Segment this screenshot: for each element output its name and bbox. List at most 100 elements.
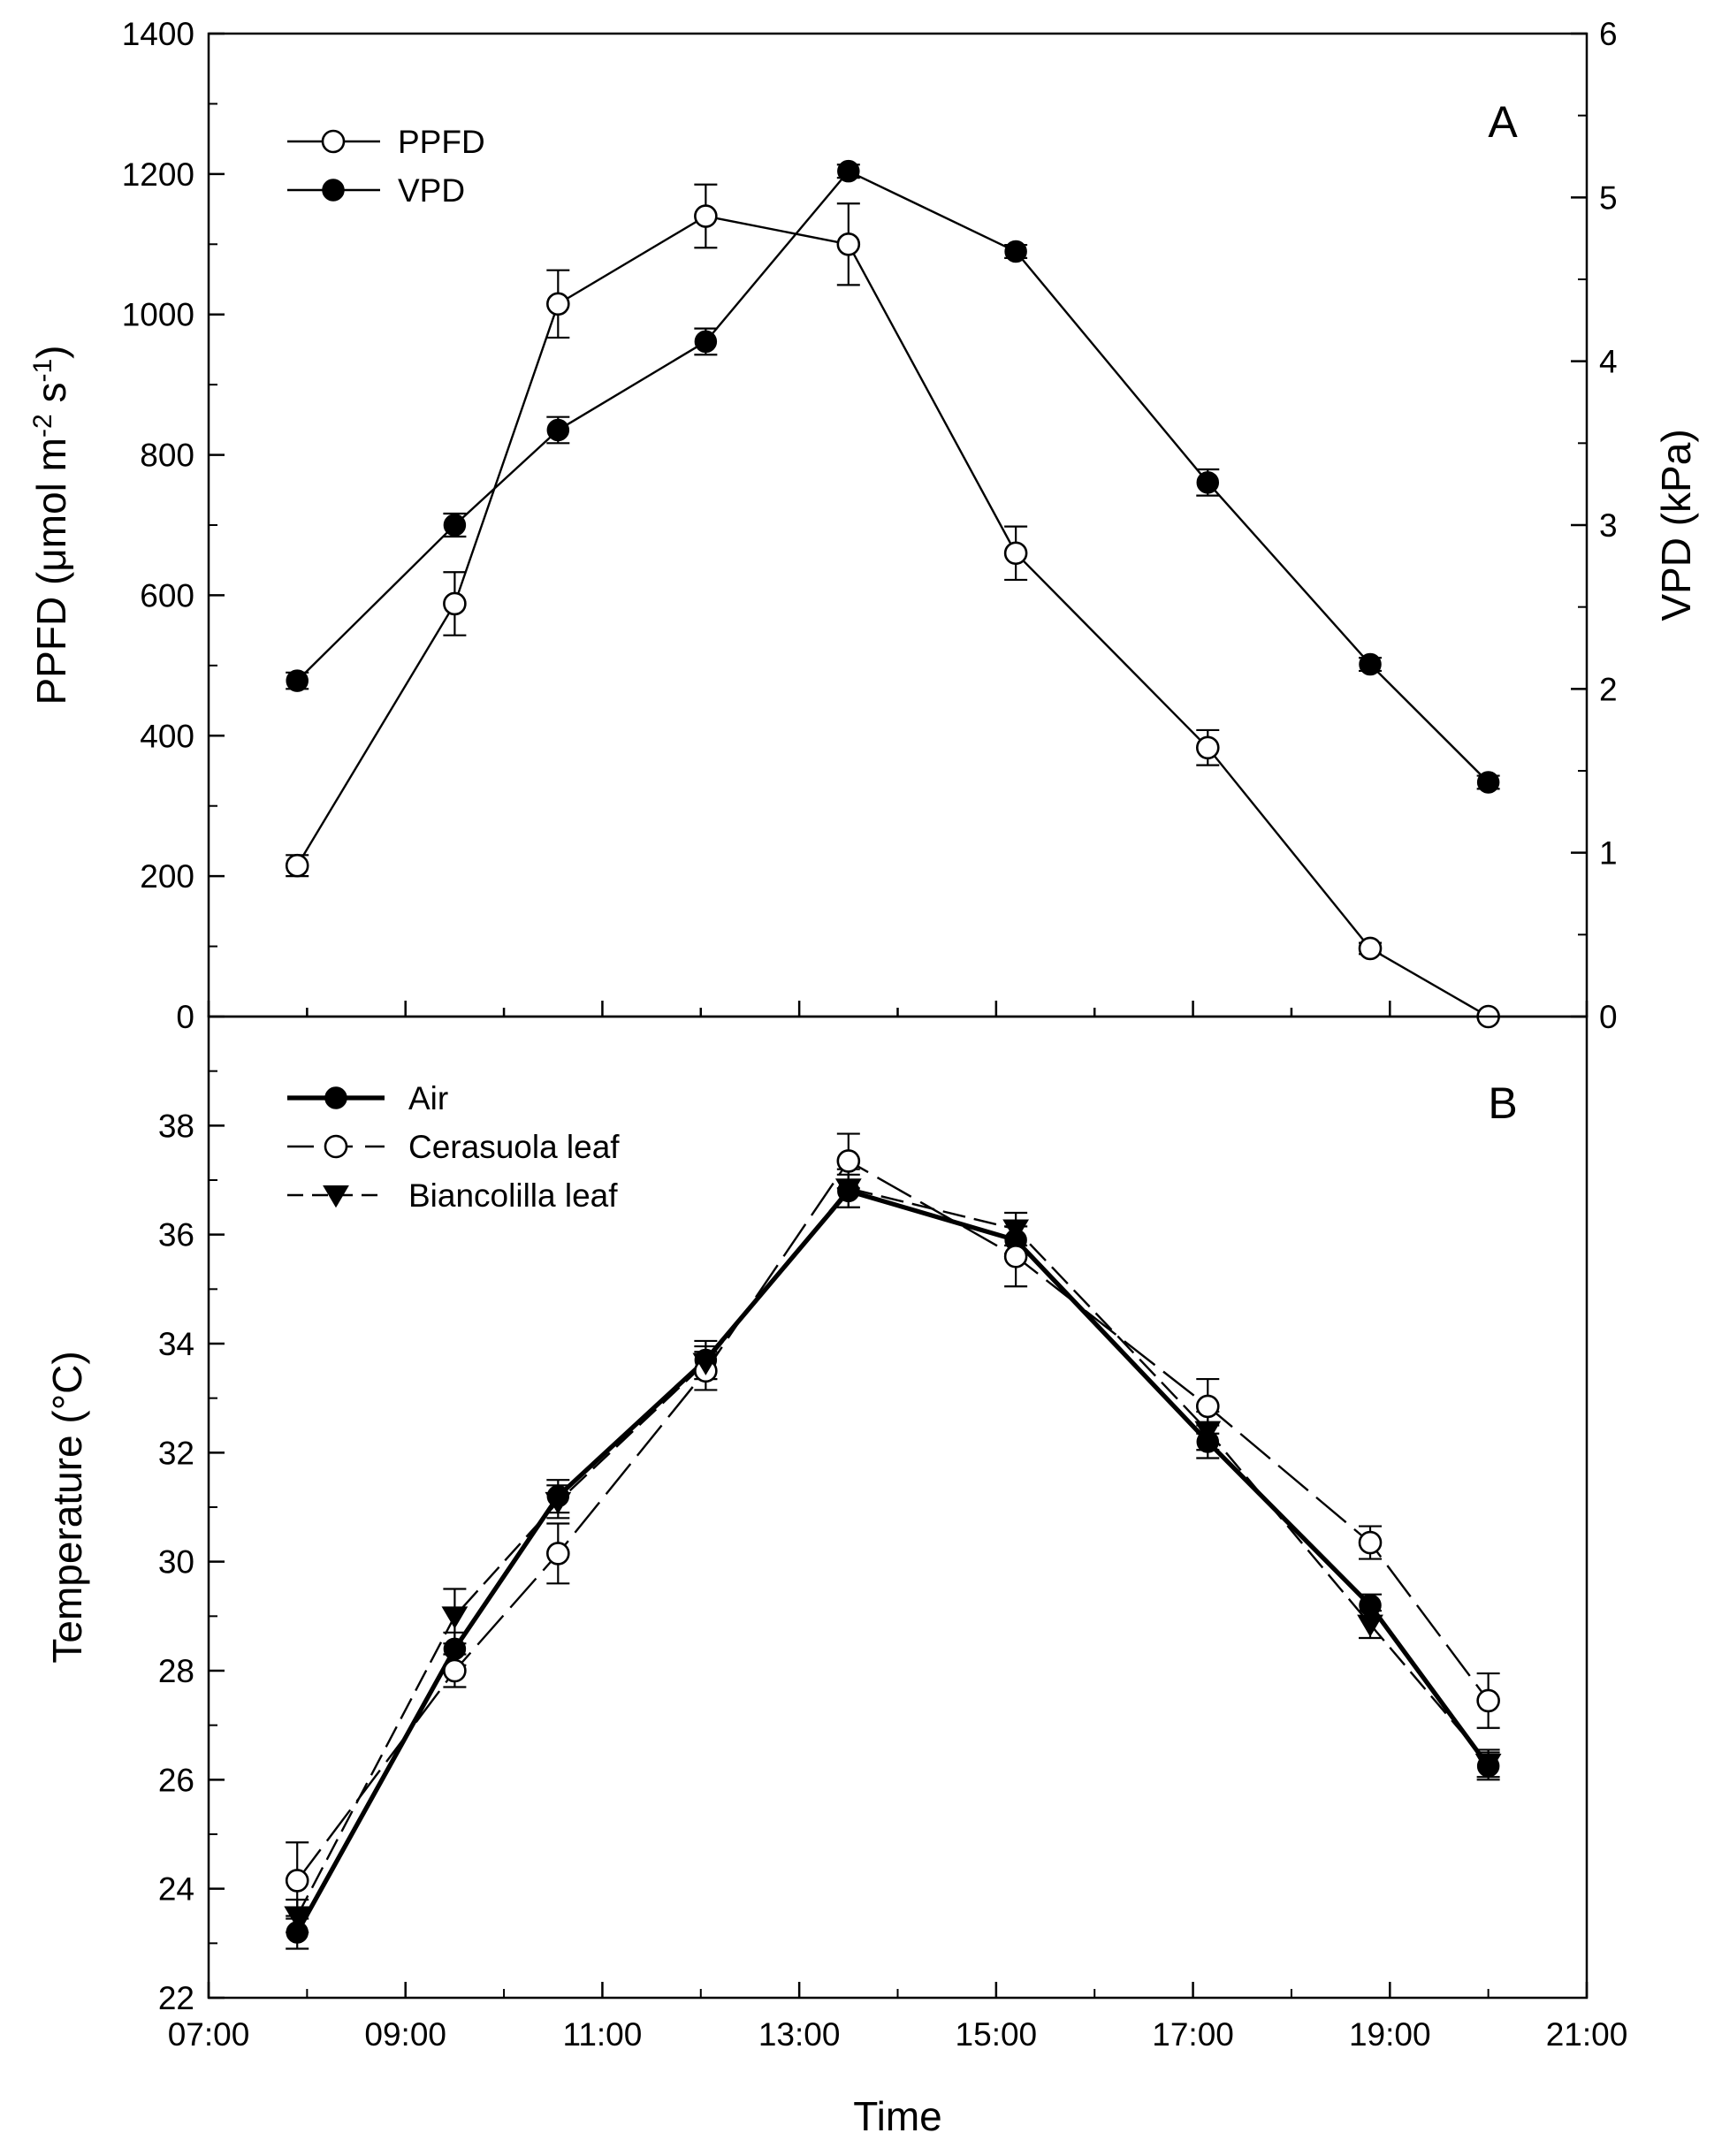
series-line-biancolilla-leaf bbox=[296, 1187, 1490, 1917]
temperature-y-tick-label: 34 bbox=[158, 1326, 194, 1362]
left-y-tick-label: 1200 bbox=[122, 156, 194, 193]
x-tick-label: 19:00 bbox=[1349, 2016, 1431, 2053]
point-biancolilla-leaf bbox=[1357, 1614, 1383, 1637]
point-ppfd bbox=[285, 853, 309, 878]
point-cerasuola-leaf bbox=[443, 1658, 467, 1683]
x-tick-label: 13:00 bbox=[758, 2016, 841, 2053]
y-title-superscript: -2 bbox=[28, 414, 57, 438]
temperature-y-tick-label: 32 bbox=[158, 1435, 194, 1471]
point-ppfd bbox=[1003, 541, 1028, 566]
legend-marker-ppfd bbox=[321, 129, 346, 154]
series-vpd bbox=[286, 159, 1500, 794]
legend-marker-vpd bbox=[322, 179, 345, 202]
panel-b-legend: Air Cerasuola leaf Biancolilla leaf bbox=[287, 1080, 620, 1214]
left-y-axis-title: PPFD (μmol m-2 s-1) bbox=[28, 346, 75, 705]
x-tick-label: 17:00 bbox=[1152, 2016, 1234, 2053]
point-vpd bbox=[443, 514, 467, 537]
temperature-y-tick-label: 24 bbox=[158, 1871, 194, 1908]
panel-a-legend: PPFD VPD bbox=[287, 124, 485, 209]
x-tick-label: 09:00 bbox=[364, 2016, 446, 2053]
series-cerasuola-leaf bbox=[286, 1132, 1500, 1920]
panel-a-letter: A bbox=[1488, 97, 1518, 147]
legend-label-vpd: VPD bbox=[398, 172, 465, 209]
point-vpd bbox=[1196, 471, 1220, 494]
right-y-tick-label: 1 bbox=[1599, 835, 1618, 872]
point-cerasuola-leaf bbox=[1476, 1688, 1500, 1713]
point-cerasuola-leaf bbox=[546, 1542, 570, 1566]
legend-marker-biancolilla-leaf bbox=[323, 1185, 349, 1208]
point-cerasuola-leaf bbox=[1003, 1245, 1028, 1268]
point-biancolilla-leaf bbox=[1194, 1421, 1222, 1444]
point-cerasuola-leaf bbox=[285, 1869, 309, 1893]
series-line-ppfd bbox=[296, 215, 1490, 1018]
legend-marker-cerasuola-leaf bbox=[324, 1134, 348, 1159]
right-y-axis-title: VPD (kPa) bbox=[1653, 429, 1699, 621]
left-y-tick-label: 200 bbox=[140, 858, 194, 895]
point-ppfd bbox=[1358, 936, 1383, 961]
point-ppfd bbox=[694, 204, 718, 228]
temperature-y-axis-title: Temperature (°C) bbox=[44, 1351, 90, 1663]
panel-b-temperature-chart: 22 24 26 28 30 32 34 36 38 07:00 09:00 11:00 13:00 15… bbox=[44, 1015, 1628, 2139]
markers-biancolilla-leaf bbox=[284, 1178, 1502, 1929]
point-ppfd bbox=[443, 591, 467, 616]
legend-marker-air bbox=[324, 1086, 347, 1109]
point-air bbox=[1359, 1594, 1382, 1617]
legend-label-ppfd: PPFD bbox=[398, 124, 485, 160]
point-ppfd bbox=[546, 292, 570, 316]
x-tick-label: 11:00 bbox=[562, 2016, 642, 2053]
point-cerasuola-leaf bbox=[836, 1149, 861, 1173]
legend-label-biancolilla-leaf: Biancolilla leaf bbox=[408, 1177, 618, 1214]
point-vpd bbox=[286, 669, 309, 692]
left-y-tick-label: 400 bbox=[140, 718, 194, 754]
right-y-tick-label: 4 bbox=[1599, 344, 1618, 380]
right-y-tick-label: 2 bbox=[1599, 671, 1618, 707]
point-cerasuola-leaf bbox=[1358, 1530, 1383, 1555]
temperature-y-tick-label: 36 bbox=[158, 1217, 194, 1253]
point-biancolilla-leaf bbox=[1002, 1219, 1030, 1242]
point-biancolilla-leaf bbox=[692, 1352, 720, 1375]
x-tick-label: 21:00 bbox=[1546, 2016, 1628, 2053]
point-ppfd bbox=[1195, 735, 1220, 760]
series-ppfd bbox=[285, 183, 1500, 1029]
right-y-tick-label: 5 bbox=[1599, 179, 1618, 216]
left-y-tick-label: 600 bbox=[140, 577, 194, 613]
left-y-tick-label: 1000 bbox=[122, 297, 194, 333]
point-vpd bbox=[694, 330, 718, 354]
legend-label-air: Air bbox=[408, 1080, 448, 1116]
point-biancolilla-leaf bbox=[441, 1606, 469, 1629]
markers-cerasuola-leaf bbox=[285, 1149, 1500, 1893]
y-title-segment: s bbox=[28, 383, 74, 415]
point-vpd bbox=[1004, 240, 1027, 263]
temperature-y-tick-label: 38 bbox=[158, 1108, 194, 1144]
point-cerasuola-leaf bbox=[1195, 1394, 1220, 1419]
panel-b-letter: B bbox=[1488, 1078, 1517, 1128]
series-line-air bbox=[294, 1188, 1490, 1934]
point-vpd bbox=[1476, 771, 1500, 794]
point-vpd bbox=[546, 418, 570, 442]
temperature-y-tick-label: 30 bbox=[158, 1544, 194, 1581]
point-vpd bbox=[1359, 652, 1382, 676]
right-y-tick-label: 6 bbox=[1599, 16, 1618, 52]
left-y-tick-label: 800 bbox=[140, 438, 194, 474]
point-vpd bbox=[837, 159, 860, 183]
right-y-tick-label: 3 bbox=[1599, 507, 1618, 544]
point-biancolilla-leaf bbox=[284, 1906, 311, 1929]
x-tick-label: 15:00 bbox=[956, 2016, 1038, 2053]
point-biancolilla-leaf bbox=[545, 1491, 572, 1515]
point-air bbox=[443, 1637, 467, 1661]
temperature-y-tick-label: 28 bbox=[158, 1653, 194, 1689]
y-title-superscript: -1 bbox=[28, 359, 57, 383]
y-title-segment: PPFD (μmol m bbox=[28, 438, 74, 705]
legend-label-cerasuola-leaf: Cerasuola leaf bbox=[408, 1129, 620, 1165]
left-y-tick-label: 1400 bbox=[122, 16, 194, 52]
x-axis-title: Time bbox=[853, 2093, 942, 2139]
panel-a-ppfd-vpd-chart: 0 200 400 600 800 1000 1200 1400 0 1 2 3 4 5 6 PPFD (μm… bbox=[28, 16, 1700, 1035]
left-y-tick-label: 0 bbox=[176, 999, 194, 1035]
y-title-segment: ) bbox=[28, 346, 74, 359]
x-tick-label: 07:00 bbox=[168, 2016, 250, 2053]
temperature-y-tick-label: 22 bbox=[158, 1980, 194, 2016]
point-biancolilla-leaf bbox=[834, 1178, 862, 1201]
series-line-vpd bbox=[296, 170, 1490, 783]
point-biancolilla-leaf bbox=[1474, 1753, 1502, 1777]
